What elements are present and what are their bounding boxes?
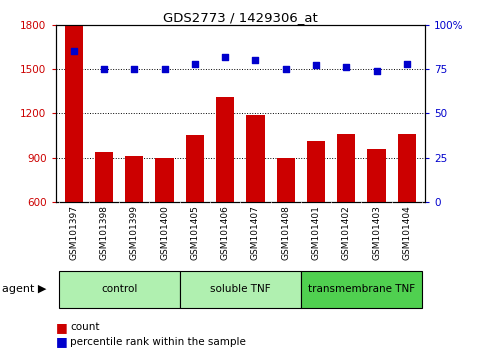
Bar (65, 25, 83, 290)
Text: percentile rank within the sample: percentile rank within the sample (70, 337, 246, 347)
Title: GDS2773 / 1429306_at: GDS2773 / 1429306_at (163, 11, 318, 24)
Text: agent ▶: agent ▶ (2, 284, 47, 295)
Bar (95, 152, 113, 290)
Point (342, 64, 350, 70)
Bar (307, 141, 325, 290)
FancyBboxPatch shape (58, 271, 180, 308)
Text: GSM101399: GSM101399 (130, 205, 139, 260)
Text: GSM101402: GSM101402 (342, 205, 351, 260)
FancyBboxPatch shape (180, 271, 301, 308)
Text: GSM101405: GSM101405 (190, 205, 199, 260)
Text: transmembrane TNF: transmembrane TNF (308, 284, 415, 295)
Text: GSM101400: GSM101400 (160, 205, 169, 260)
Text: soluble TNF: soluble TNF (210, 284, 270, 295)
Point (282, 66, 290, 72)
Point (100, 66, 108, 72)
Text: GSM101406: GSM101406 (221, 205, 229, 260)
Point (221, 54, 229, 59)
Text: GSM101408: GSM101408 (281, 205, 290, 260)
Point (373, 68, 381, 74)
Text: ■: ■ (56, 321, 67, 334)
Bar (246, 115, 265, 290)
Bar (125, 156, 143, 290)
Bar (398, 134, 416, 290)
Point (312, 63, 320, 68)
Bar (156, 158, 174, 290)
FancyBboxPatch shape (301, 271, 422, 308)
Text: control: control (101, 284, 137, 295)
Bar (337, 134, 355, 290)
Text: GSM101403: GSM101403 (372, 205, 381, 260)
Point (161, 66, 169, 72)
Text: count: count (70, 322, 99, 332)
Text: GSM101397: GSM101397 (69, 205, 78, 260)
Point (70, 48, 78, 54)
Bar (216, 97, 234, 290)
Text: GSM101404: GSM101404 (402, 205, 412, 260)
Bar (186, 135, 204, 290)
Bar (277, 158, 295, 290)
Point (191, 61, 199, 67)
Text: GSM101401: GSM101401 (312, 205, 321, 260)
Point (252, 57, 259, 63)
Bar (368, 149, 385, 290)
Text: GSM101398: GSM101398 (99, 205, 109, 260)
Point (403, 61, 411, 67)
Text: GSM101407: GSM101407 (251, 205, 260, 260)
Text: ■: ■ (56, 335, 67, 348)
Point (130, 66, 138, 72)
